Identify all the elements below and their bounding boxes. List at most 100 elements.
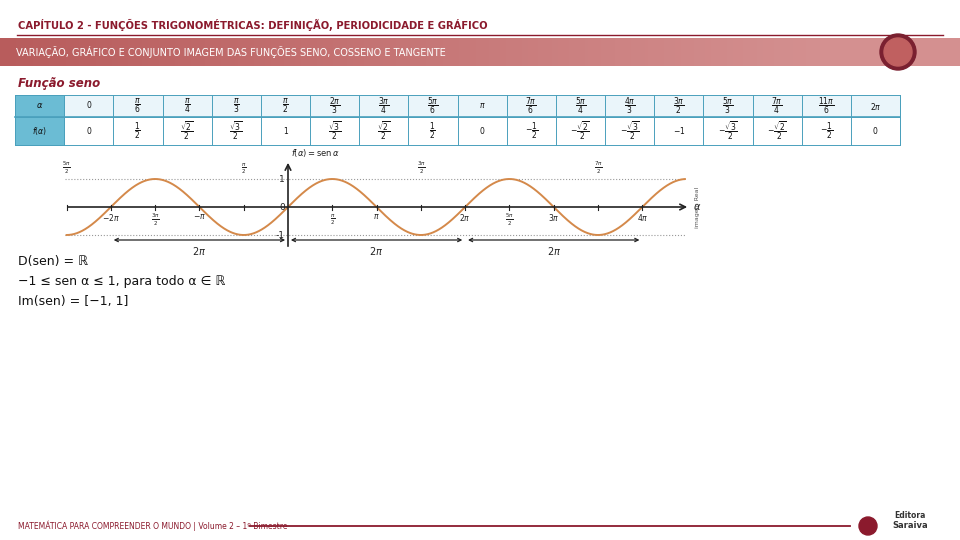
- Bar: [90, 38, 94, 66]
- Bar: [612, 38, 616, 66]
- Bar: [278, 38, 282, 66]
- Bar: [336, 38, 340, 66]
- Bar: [216, 38, 220, 66]
- Bar: [19, 38, 23, 66]
- Bar: [779, 38, 782, 66]
- Text: Im(sen) = [−1, 1]: Im(sen) = [−1, 1]: [18, 295, 129, 308]
- Bar: [423, 38, 427, 66]
- Text: $f(\alpha)$: $f(\alpha)$: [32, 125, 47, 137]
- Bar: [388, 38, 392, 66]
- Bar: [755, 38, 758, 66]
- Bar: [684, 38, 687, 66]
- Text: $\dfrac{1}{2}$: $\dfrac{1}{2}$: [134, 121, 141, 141]
- Bar: [626, 38, 630, 66]
- Text: $\dfrac{\sqrt{2}}{2}$: $\dfrac{\sqrt{2}}{2}$: [180, 119, 194, 143]
- Bar: [710, 38, 714, 66]
- Text: $-2\pi$: $-2\pi$: [102, 212, 120, 223]
- Text: $\frac{5\pi}{2}$: $\frac{5\pi}{2}$: [505, 212, 514, 228]
- Text: 0: 0: [86, 102, 91, 111]
- Bar: [107, 38, 110, 66]
- Bar: [506, 38, 510, 66]
- Bar: [44, 38, 47, 66]
- Bar: [178, 38, 181, 66]
- Text: $\dfrac{7\pi}{6}$: $\dfrac{7\pi}{6}$: [525, 96, 537, 116]
- Text: $\dfrac{1}{2}$: $\dfrac{1}{2}$: [429, 121, 437, 141]
- Text: $\frac{3\pi}{2}$: $\frac{3\pi}{2}$: [417, 160, 425, 176]
- Bar: [468, 38, 471, 66]
- Text: $\dfrac{3\pi}{4}$: $\dfrac{3\pi}{4}$: [378, 96, 390, 116]
- Bar: [555, 38, 559, 66]
- Bar: [492, 38, 495, 66]
- Bar: [661, 38, 665, 66]
- Bar: [429, 38, 433, 66]
- Text: $\frac{7\pi}{2}$: $\frac{7\pi}{2}$: [593, 160, 602, 176]
- Text: 1: 1: [283, 126, 288, 136]
- Bar: [582, 38, 586, 66]
- Bar: [25, 38, 29, 66]
- Bar: [752, 38, 756, 66]
- Text: Editora: Editora: [895, 511, 925, 520]
- Text: $\dfrac{7\pi}{4}$: $\dfrac{7\pi}{4}$: [771, 96, 782, 116]
- Circle shape: [880, 34, 916, 70]
- Bar: [420, 38, 424, 66]
- Bar: [664, 38, 668, 66]
- Text: $-1$: $-1$: [673, 125, 685, 137]
- Bar: [109, 38, 113, 66]
- Bar: [84, 38, 88, 66]
- Bar: [500, 38, 504, 66]
- Bar: [574, 38, 578, 66]
- Bar: [296, 38, 299, 66]
- Bar: [153, 38, 156, 66]
- Bar: [697, 38, 701, 66]
- Bar: [688, 38, 692, 66]
- Bar: [722, 38, 726, 66]
- Bar: [82, 38, 85, 66]
- Bar: [68, 38, 72, 66]
- Text: $\frac{3\pi}{2}$: $\frac{3\pi}{2}$: [151, 212, 159, 228]
- Bar: [191, 38, 195, 66]
- Bar: [738, 38, 742, 66]
- Bar: [514, 38, 517, 66]
- Bar: [317, 38, 321, 66]
- Bar: [617, 38, 621, 66]
- Bar: [58, 38, 61, 66]
- Text: $\dfrac{\sqrt{2}}{2}$: $\dfrac{\sqrt{2}}{2}$: [377, 119, 391, 143]
- Bar: [306, 38, 310, 66]
- Bar: [484, 38, 488, 66]
- Bar: [653, 38, 657, 66]
- Bar: [558, 38, 562, 66]
- Text: Função seno: Função seno: [18, 77, 100, 90]
- Bar: [522, 38, 526, 66]
- Text: Saraiva: Saraiva: [892, 521, 927, 530]
- Bar: [372, 38, 375, 66]
- Bar: [151, 38, 154, 66]
- Bar: [399, 38, 403, 66]
- Bar: [80, 38, 83, 66]
- Bar: [142, 38, 146, 66]
- Bar: [348, 38, 350, 66]
- Circle shape: [859, 517, 877, 535]
- Bar: [222, 38, 226, 66]
- Bar: [541, 38, 545, 66]
- Bar: [519, 38, 523, 66]
- Bar: [700, 38, 704, 66]
- Text: $\dfrac{\sqrt{3}}{2}$: $\dfrac{\sqrt{3}}{2}$: [327, 119, 342, 143]
- Bar: [3, 38, 7, 66]
- Bar: [112, 38, 116, 66]
- Bar: [416, 38, 420, 66]
- Bar: [22, 38, 26, 66]
- Bar: [333, 38, 337, 66]
- Bar: [440, 38, 444, 66]
- Bar: [456, 38, 460, 66]
- Bar: [445, 38, 449, 66]
- Bar: [385, 38, 389, 66]
- Bar: [528, 38, 531, 66]
- Bar: [473, 38, 476, 66]
- Text: $2\pi$: $2\pi$: [460, 212, 471, 223]
- Bar: [817, 38, 821, 66]
- Text: $\dfrac{\pi}{6}$: $\dfrac{\pi}{6}$: [134, 97, 141, 115]
- Text: −1 ≤ sen α ≤ 1, para todo α ∈ ℝ: −1 ≤ sen α ≤ 1, para todo α ∈ ℝ: [18, 275, 226, 288]
- Bar: [596, 38, 600, 66]
- Bar: [300, 38, 304, 66]
- Bar: [352, 38, 356, 66]
